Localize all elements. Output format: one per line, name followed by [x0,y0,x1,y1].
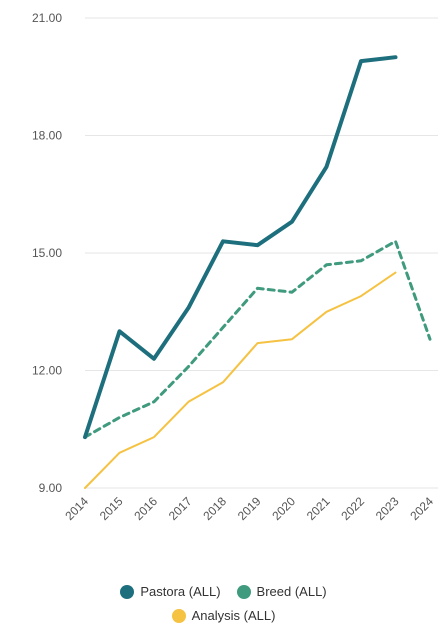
legend-label-analysis: Analysis (ALL) [191,608,276,623]
series-lines [83,55,432,489]
y-tick-label: 18.00 [32,129,62,143]
y-tick-label: 15.00 [32,246,62,260]
legend-row-2: Analysis (ALL) [0,608,447,623]
gridlines [85,17,438,489]
x-tick-label: 2018 [200,494,229,523]
legend-item-breed[interactable]: Breed (ALL) [236,584,327,599]
legend-label-breed: Breed (ALL) [256,584,327,599]
series-line-analysis[interactable] [84,271,397,489]
x-tick-label: 2015 [97,494,126,523]
x-tick-label: 2019 [235,494,264,523]
series-line-pastora[interactable] [83,55,398,440]
y-tick-label: 9.00 [39,481,63,495]
x-tick-label: 2024 [407,494,436,523]
x-tick-label: 2017 [166,494,195,523]
series-line-breed[interactable] [83,239,432,439]
x-tick-label: 2022 [338,494,367,523]
legend-item-analysis[interactable]: Analysis (ALL) [171,608,276,623]
legend-row-1: Pastora (ALL) Breed (ALL) [0,584,447,599]
x-tick-label: 2021 [304,494,333,523]
y-axis-ticks: 9.00 12.00 15.00 18.00 21.00 [32,11,62,495]
legend-swatch-pastora [120,584,135,599]
y-tick-label: 12.00 [32,364,62,378]
x-tick-label: 2014 [62,494,91,523]
y-tick-label: 21.00 [32,11,62,25]
x-tick-label: 2016 [131,494,160,523]
legend-item-pastora[interactable]: Pastora (ALL) [120,584,221,599]
x-tick-label: 2023 [373,494,402,523]
legend-label-pastora: Pastora (ALL) [140,584,221,599]
legend-swatch-analysis [171,608,186,623]
legend-swatch-breed [236,584,251,599]
x-tick-label: 2020 [269,494,298,523]
x-axis-ticks: 2014 2015 2016 2017 2018 2019 2020 2021 2022 2023… [62,494,436,523]
